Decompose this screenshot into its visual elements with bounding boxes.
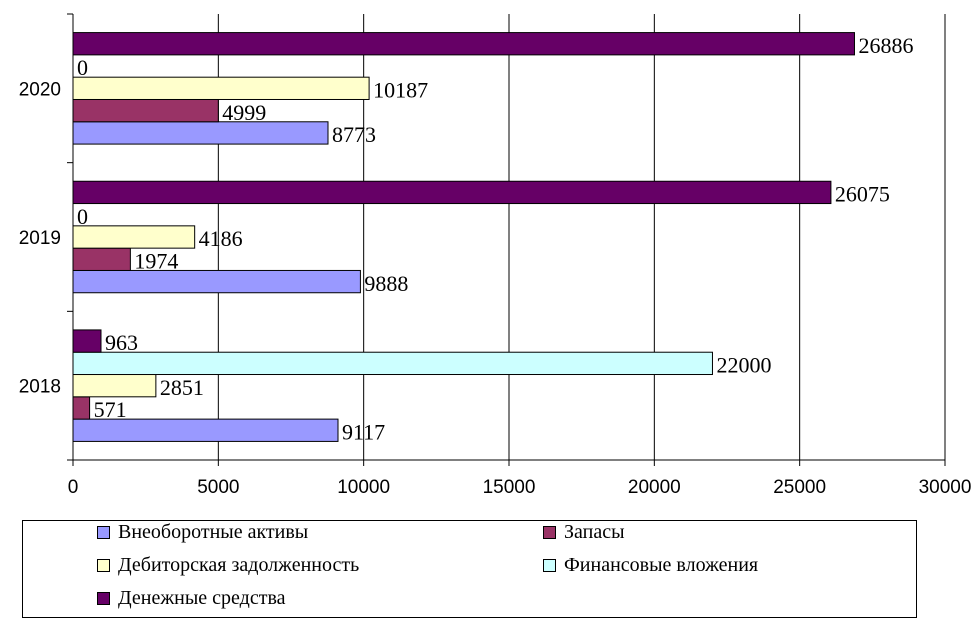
y-tick-label: 2020 [19,79,61,100]
bar [72,32,855,56]
bar [72,418,339,442]
bar [72,247,131,271]
data-label: 26075 [835,182,890,207]
legend-swatch [97,592,110,605]
data-label: 1974 [134,248,178,273]
bar [72,396,91,420]
y-tick-label: 2018 [19,377,61,398]
data-label: 0 [77,55,88,80]
legend-item: Запасы [543,521,625,544]
legend-label: Запасы [564,521,625,543]
data-label: 9117 [342,419,385,444]
x-tick-label: 30000 [919,477,972,498]
legend-item: Внеоборотные активы [97,521,308,544]
bar [72,225,196,249]
data-label: 4999 [222,100,266,125]
data-label: 2851 [160,375,204,400]
legend-item: Финансовые вложения [543,554,758,577]
bar [72,329,102,353]
legend-label: Внеоборотные активы [118,521,309,543]
bar [72,76,370,100]
data-label: 10187 [373,77,428,102]
x-tick-label: 15000 [483,477,536,498]
data-label: 26886 [858,33,913,58]
data-label: 0 [77,204,88,229]
legend-item: Дебиторская задолженность [97,554,359,577]
x-tick-label: 5000 [197,477,239,498]
legend-label: Дебиторская задолженность [118,554,360,576]
bar [72,351,713,376]
data-label: 571 [94,397,127,422]
legend-swatch [97,526,110,539]
legend-label: Денежные средства [118,587,286,609]
bar-chart: 0 5000 10000 15000 20000 25000 30000 2018 9117 57… [19,13,972,498]
bar [72,121,329,145]
legend-swatch [543,526,556,539]
data-label: 8773 [332,122,376,147]
x-tick-label: 10000 [337,477,390,498]
bar [72,374,157,398]
bar [72,180,832,205]
bar [72,98,219,123]
data-label: 22000 [716,353,771,378]
x-tick-label: 25000 [773,477,826,498]
x-tick-label: 20000 [628,477,681,498]
data-label: 963 [105,330,138,355]
legend: Внеоборотные активы Запасы Дебиторская зад… [22,520,917,618]
legend-swatch [543,559,556,572]
x-tick-label: 0 [68,477,79,498]
legend-label: Финансовые вложения [564,554,759,576]
y-tick-label: 2019 [19,228,61,249]
legend-item: Денежные средства [97,587,286,610]
bar [72,269,361,294]
data-label: 9888 [364,271,408,296]
data-label: 4186 [199,226,243,251]
legend-swatch [97,559,110,572]
